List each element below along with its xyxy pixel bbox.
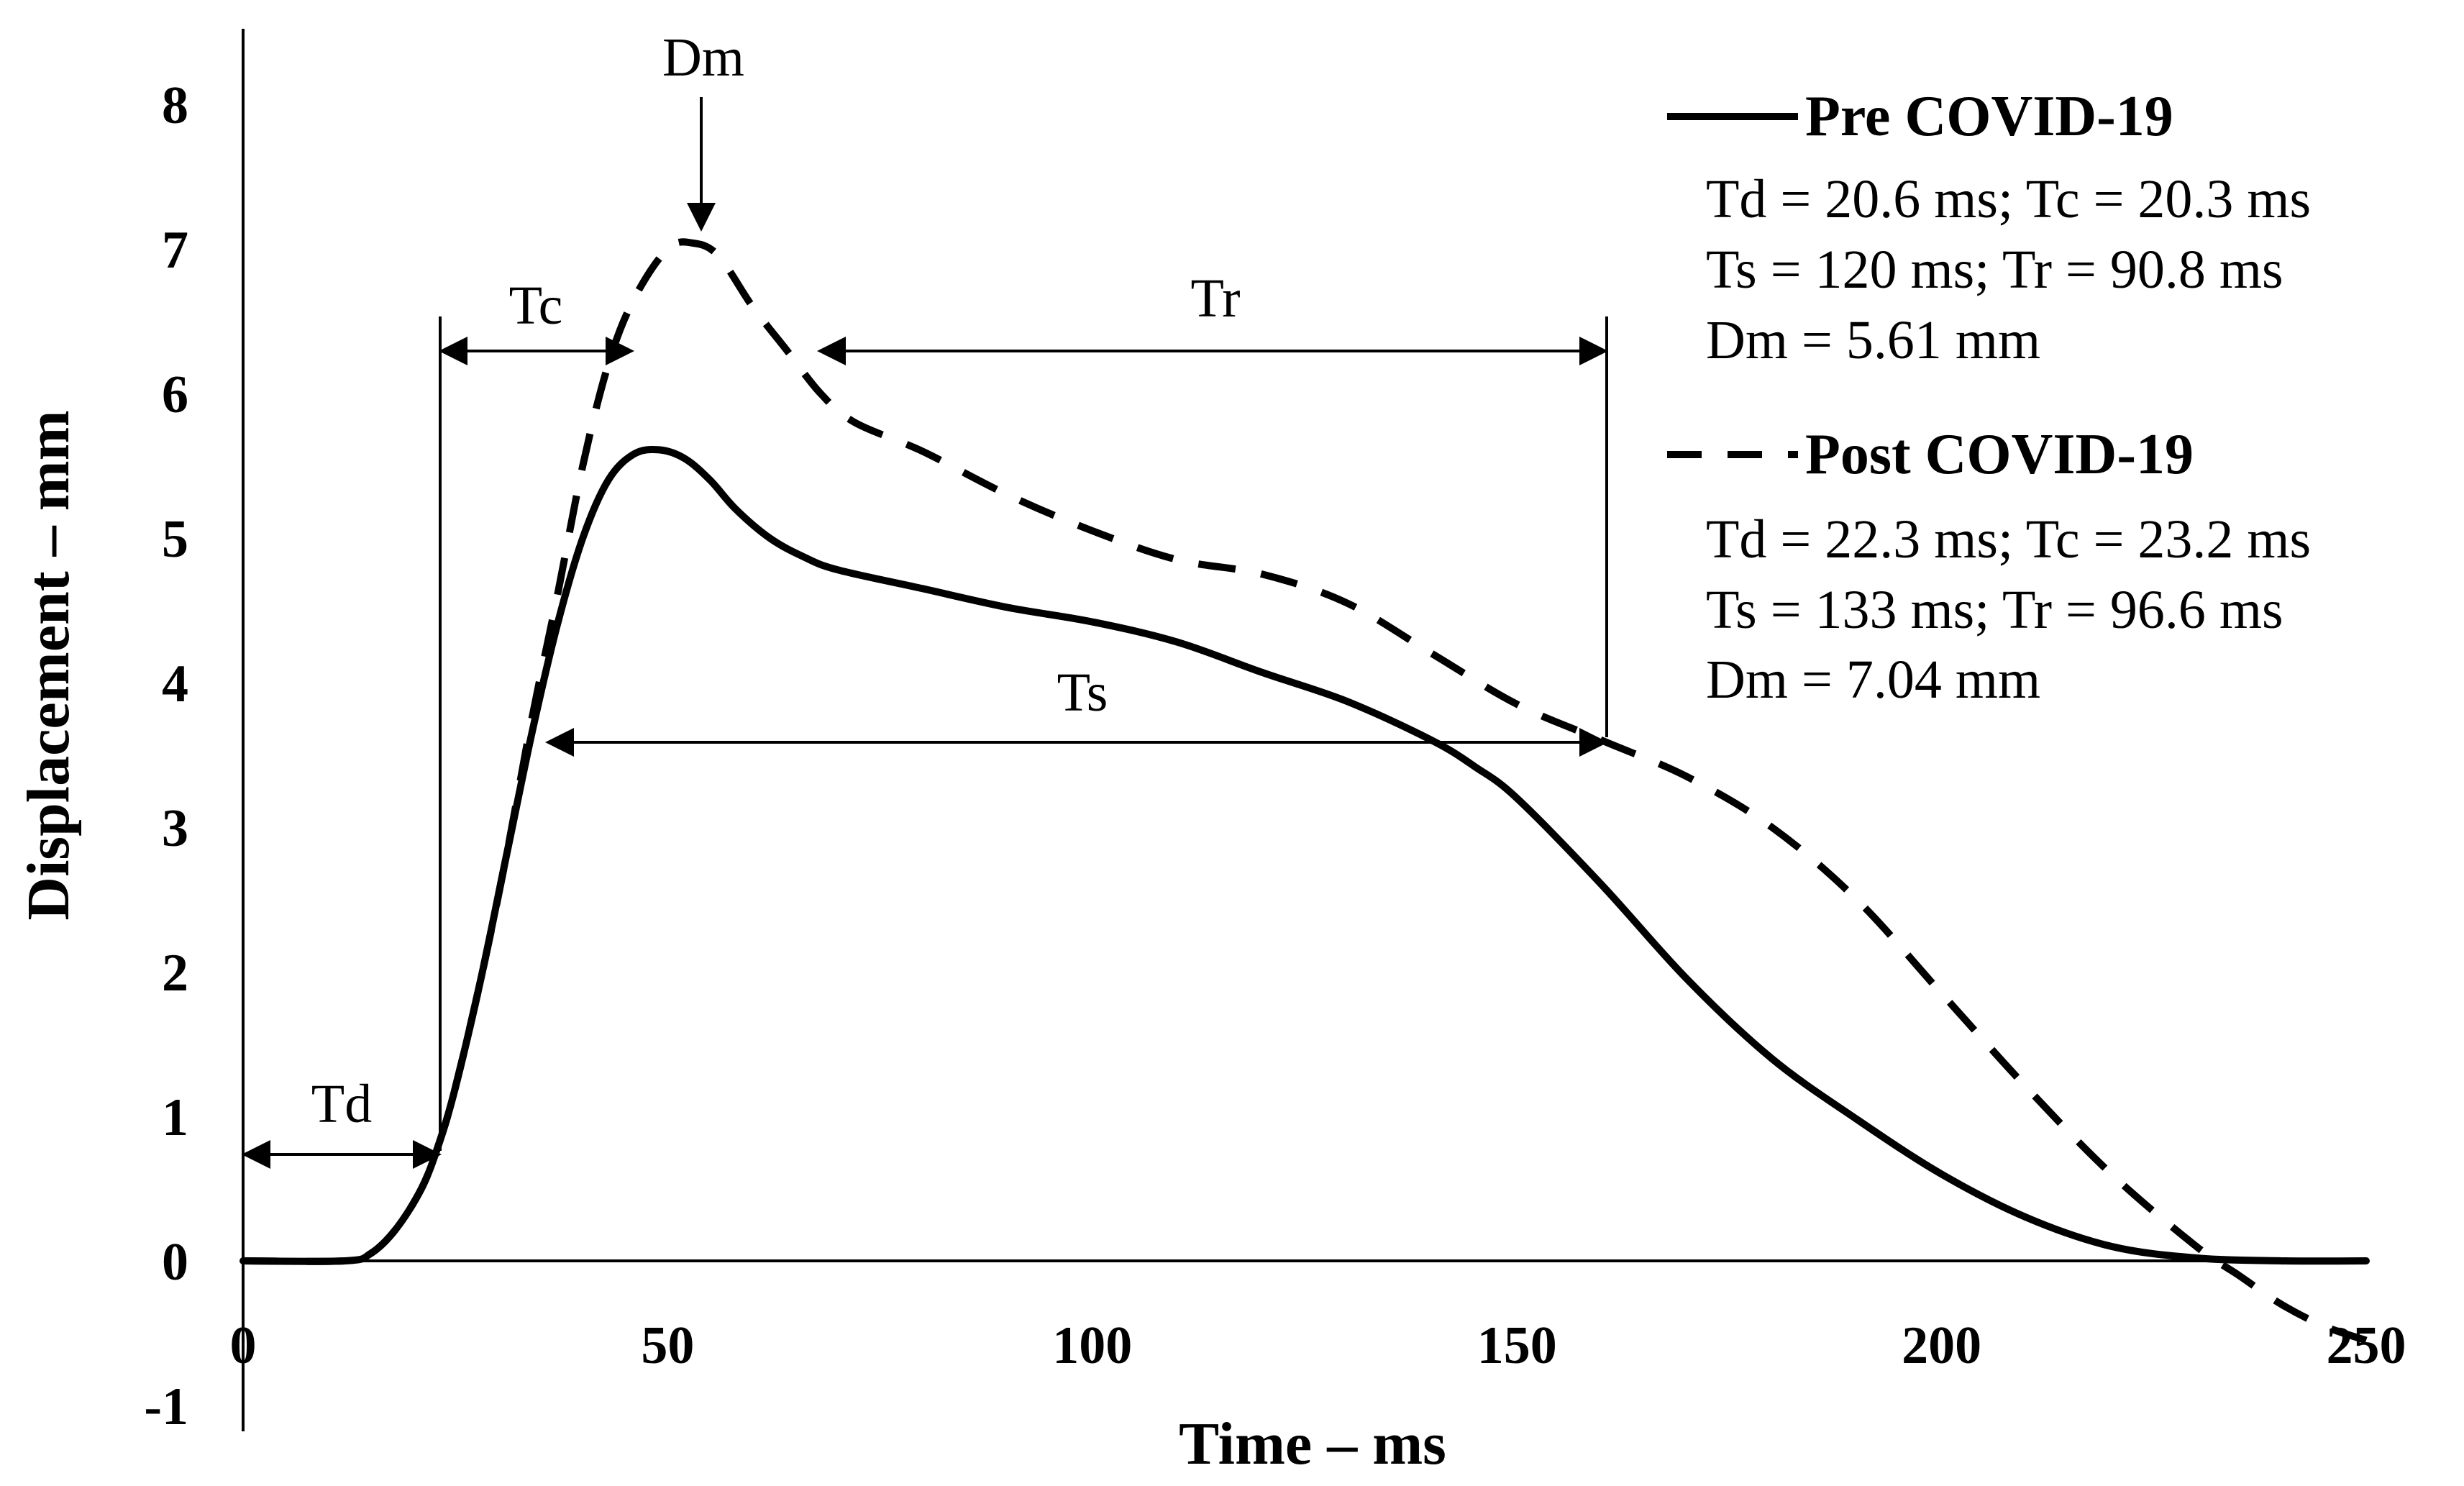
y-tick-label: 5 xyxy=(162,510,188,569)
legend-post-covid: Post COVID-19 Td = 22.3 ms; Tc = 23.2 ms… xyxy=(1667,423,2311,710)
series-line-post-covid xyxy=(242,238,2368,1344)
x-tick-label: 200 xyxy=(1902,1316,1981,1375)
x-axis-title: Time – ms xyxy=(1179,1410,1446,1477)
legend-pre-covid: Pre COVID-19 Td = 20.6 ms; Tc = 20.3 ms … xyxy=(1667,85,2311,370)
y-tick-label: 1 xyxy=(162,1088,188,1147)
legend-label-pre: Pre COVID-19 xyxy=(1805,85,2173,148)
tr-label: Tr xyxy=(1190,268,1240,329)
y-axis-title: Displacement – mm xyxy=(15,410,82,920)
legend-pre-stats-line-2: Ts = 120 ms; Tr = 90.8 ms xyxy=(1706,240,2283,300)
x-tick-label: 100 xyxy=(1052,1316,1132,1375)
x-tick-labels: 0 50 100 150 200 250 xyxy=(230,1316,2406,1375)
y-tick-label: 4 xyxy=(162,655,188,714)
legend-pre-stats-line-3: Dm = 5.61 mm xyxy=(1706,310,2040,370)
y-tick-label: 7 xyxy=(162,221,188,280)
y-tick-label: 3 xyxy=(162,799,188,858)
y-tick-label: 6 xyxy=(162,365,188,424)
x-tick-label: 50 xyxy=(641,1316,694,1375)
legend-pre-stats-line-1: Td = 20.6 ms; Tc = 20.3 ms xyxy=(1706,169,2311,229)
ts-label: Ts xyxy=(1057,662,1108,723)
y-tick-label: 2 xyxy=(162,944,188,1003)
td-label: Td xyxy=(311,1074,372,1134)
dm-label: Dm xyxy=(662,27,744,88)
legend-post-stats-line-2: Ts = 133 ms; Tr = 96.6 ms xyxy=(1706,580,2283,640)
x-tick-label: 150 xyxy=(1477,1316,1557,1375)
series-line-pre-covid xyxy=(239,445,2370,1265)
tc-label: Tc xyxy=(509,275,563,336)
y-tick-label: 8 xyxy=(162,76,188,135)
y-tick-label: 0 xyxy=(162,1233,188,1292)
y-tick-label: -1 xyxy=(144,1377,188,1436)
y-tick-labels: -1 0 1 2 3 4 5 6 7 8 xyxy=(144,76,188,1436)
x-tick-label: 250 xyxy=(2327,1316,2406,1375)
x-tick-label: 0 xyxy=(230,1316,257,1375)
legend-post-stats-line-1: Td = 22.3 ms; Tc = 23.2 ms xyxy=(1706,509,2311,570)
legend-label-post: Post COVID-19 xyxy=(1805,423,2194,486)
legend-post-stats-line-3: Dm = 7.04 mm xyxy=(1706,649,2040,710)
